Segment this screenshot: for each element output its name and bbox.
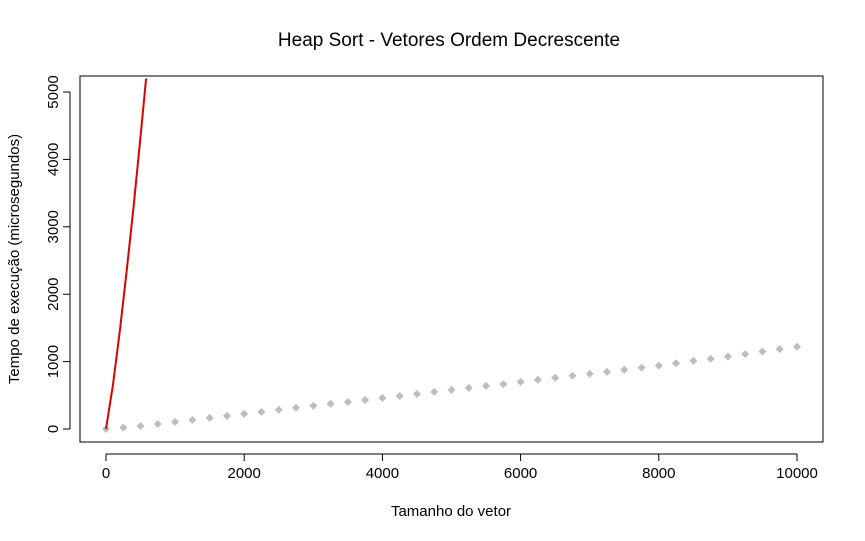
y-tick-label: 1000 [45, 345, 62, 378]
data-point [551, 373, 560, 382]
data-point [274, 405, 283, 414]
data-point [361, 396, 370, 405]
data-point [533, 375, 542, 384]
data-point [620, 365, 629, 374]
x-tick-label: 4000 [366, 465, 399, 482]
data-point [516, 377, 525, 386]
data-point [412, 389, 421, 398]
data-point [188, 415, 197, 424]
data-point [257, 407, 266, 416]
data-point [723, 352, 732, 361]
data-point [395, 391, 404, 400]
data-point [741, 350, 750, 359]
data-point [326, 399, 335, 408]
x-tick-label: 6000 [504, 465, 537, 482]
data-point [292, 403, 301, 412]
data-point [464, 383, 473, 392]
y-tick-label: 0 [45, 425, 62, 433]
data-point [136, 421, 145, 430]
y-tick-label: 4000 [45, 143, 62, 176]
data-point [153, 419, 162, 428]
data-point [447, 385, 456, 394]
data-point [637, 363, 646, 372]
data-point [602, 367, 611, 376]
data-point [585, 369, 594, 378]
data-point [309, 401, 318, 410]
data-point [706, 354, 715, 363]
data-point [430, 387, 439, 396]
data-point [205, 413, 214, 422]
data-point [240, 409, 249, 418]
data-point [499, 380, 508, 389]
data-point [378, 393, 387, 402]
data-point [758, 347, 767, 356]
data-point [775, 345, 784, 354]
data-point [689, 356, 698, 365]
data-point [343, 398, 352, 407]
data-point [793, 342, 801, 351]
line-layer [105, 78, 148, 430]
data-point [654, 361, 663, 370]
y-tick-label: 5000 [45, 75, 62, 108]
data-point [171, 417, 180, 426]
y-axis: 0 1000 2000 3000 4000 5000 [45, 75, 71, 433]
series-line [105, 78, 148, 430]
x-axis-title: Tamanho do vetor [391, 503, 511, 520]
y-axis-title: Tempo de execução (microsegundos) [6, 134, 23, 384]
y-tick-label: 2000 [45, 278, 62, 311]
data-point [568, 371, 577, 380]
chart-title: Heap Sort - Vetores Ordem Decrescente [278, 30, 620, 51]
plot-frame [79, 75, 824, 443]
y-tick-label: 3000 [45, 210, 62, 243]
x-axis: 0 2000 4000 6000 8000 10000 [102, 453, 818, 482]
data-point [119, 423, 128, 432]
data-point [482, 381, 491, 390]
data-point [672, 359, 681, 368]
data-point [222, 411, 231, 420]
x-tick-label: 0 [102, 465, 110, 482]
x-tick-label: 2000 [228, 465, 261, 482]
x-tick-label: 10000 [776, 465, 818, 482]
x-tick-label: 8000 [642, 465, 675, 482]
points-layer [102, 342, 801, 433]
